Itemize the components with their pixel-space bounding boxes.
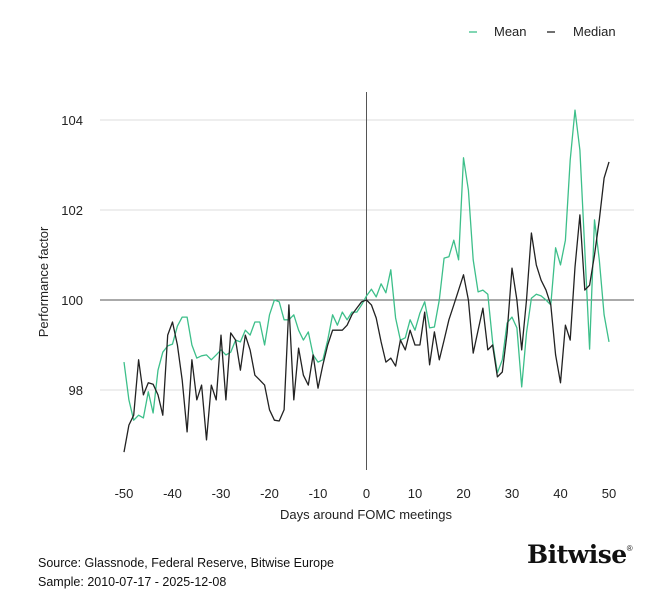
sample-note: Sample: 2010-07-17 - 2025-12-08: [38, 575, 227, 589]
y-tick-label: 104: [61, 113, 83, 128]
x-tick-label: 20: [456, 486, 470, 501]
legend: Mean Median: [469, 24, 616, 39]
x-tick-label: 0: [363, 486, 370, 501]
x-tick-label: 50: [602, 486, 616, 501]
x-tick-label: 30: [505, 486, 519, 501]
x-tick-label: 10: [408, 486, 422, 501]
y-axis-label: Performance factor: [36, 226, 51, 337]
bitwise-logo: Bitwise®: [527, 540, 633, 569]
y-tick-label: 98: [69, 383, 83, 398]
x-tick-label: -40: [163, 486, 182, 501]
x-axis-label: Days around FOMC meetings: [280, 507, 452, 522]
x-tick-label: -20: [260, 486, 279, 501]
x-tick-label: 40: [553, 486, 567, 501]
y-tick-label: 100: [61, 293, 83, 308]
series-line-median: [123, 161, 610, 453]
x-tick-label: -30: [212, 486, 231, 501]
source-note: Source: Glassnode, Federal Reserve, Bitw…: [38, 556, 334, 570]
x-tick-label: -10: [309, 486, 328, 501]
series-line-mean: [123, 109, 610, 421]
x-tick-label: -50: [115, 486, 134, 501]
legend-label-median: Median: [573, 24, 616, 39]
y-tick-label: 102: [61, 203, 83, 218]
legend-label-mean: Mean: [494, 24, 527, 39]
